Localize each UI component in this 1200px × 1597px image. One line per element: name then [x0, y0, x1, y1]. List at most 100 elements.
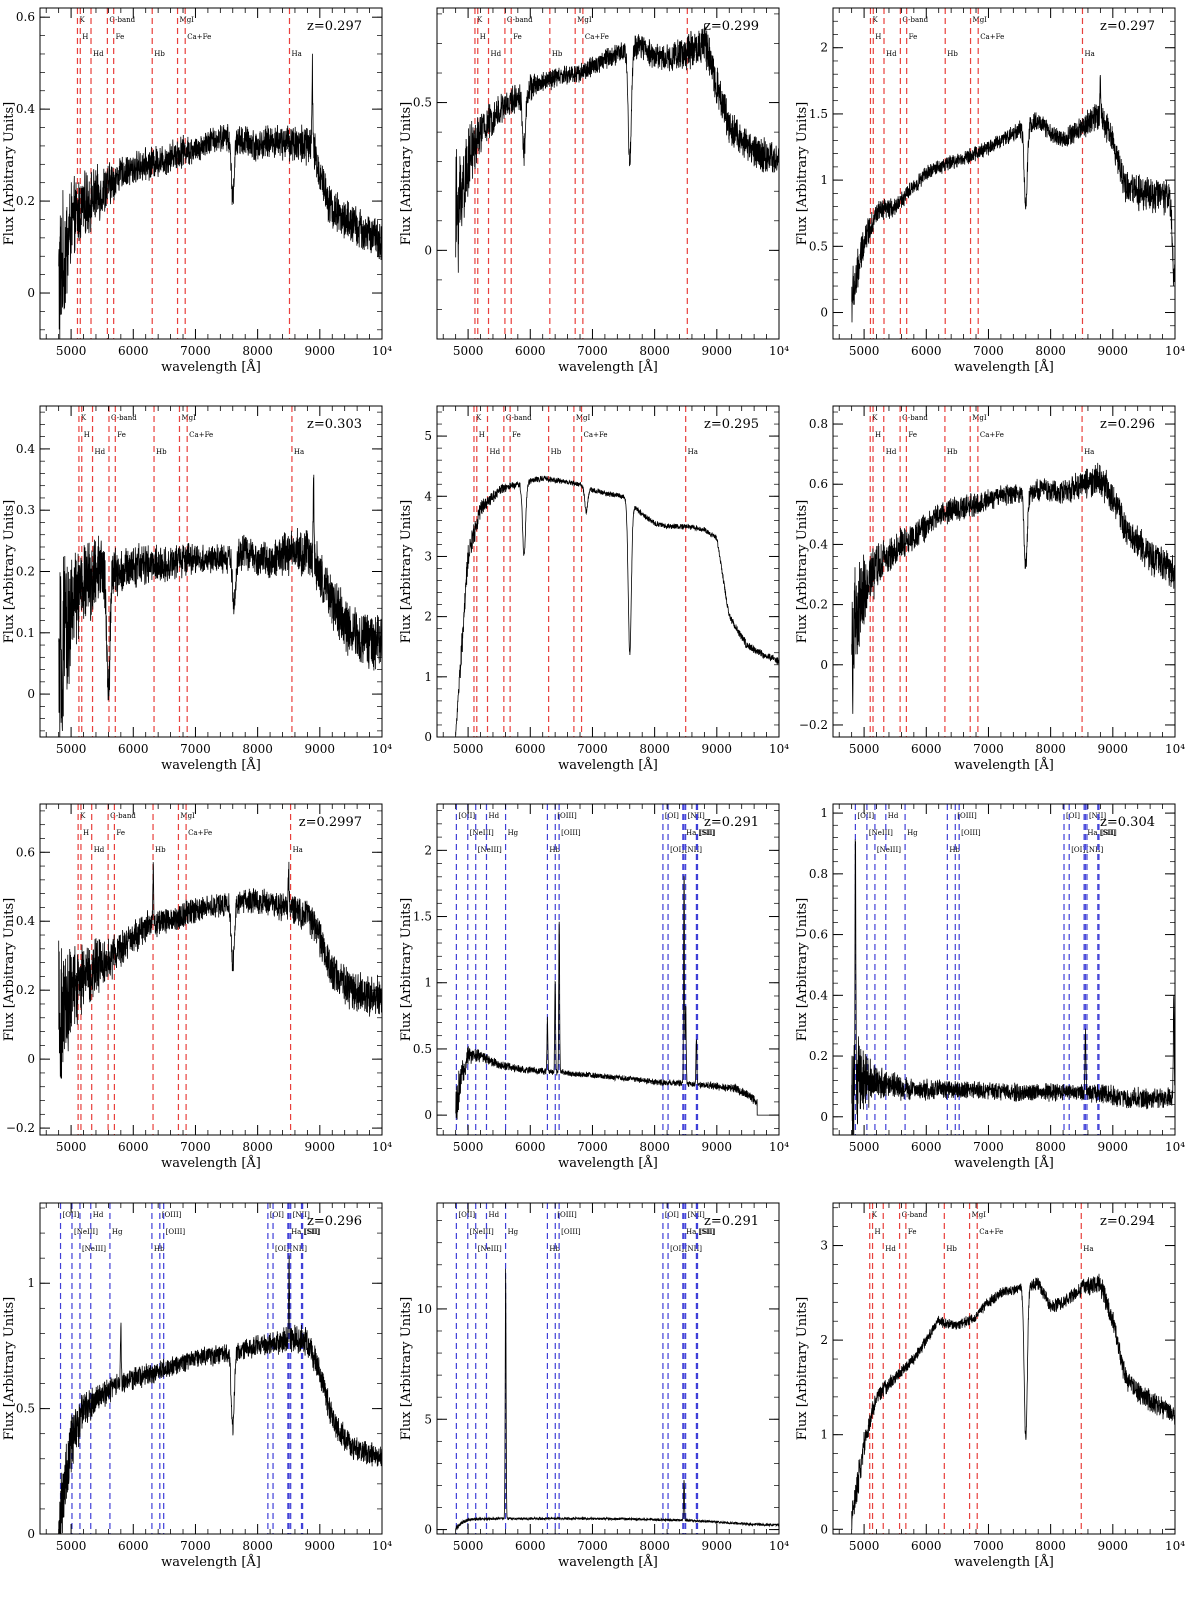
line-label: [OIII] — [957, 812, 977, 820]
y-tick-label: 1 — [820, 1428, 828, 1442]
line-label: Ca+Fe — [979, 1228, 1003, 1236]
line-label: [SII] — [303, 1228, 319, 1236]
x-axis-title: wavelength [Å] — [954, 1155, 1054, 1171]
line-label: Hb — [156, 448, 167, 456]
line-label: Hb — [946, 1245, 957, 1253]
x-tick-label: 6000 — [515, 1140, 546, 1154]
y-tick-label: 2 — [820, 1333, 828, 1347]
y-tick-label: 1 — [27, 1276, 35, 1290]
x-tick-label: 5000 — [56, 1539, 87, 1553]
x-tick-label: 7000 — [973, 344, 1004, 358]
line-label: Hg — [112, 1228, 123, 1236]
spectrum-panel: K H Hd G-band Fe Hb MgI Ca+Fe Ha 5000 6000 7000 8000… — [795, 405, 1185, 773]
x-tick-label: 8000 — [639, 1539, 670, 1553]
redshift-label: z=0.297 — [307, 19, 362, 34]
line-label: H — [875, 431, 881, 439]
spectrum-panel: K H Hd G-band Fe Hb MgI Ca+Fe Ha 5000 6000 7000 8000… — [795, 1202, 1185, 1570]
line-label: Hd — [95, 448, 106, 456]
x-tick-label: 6000 — [515, 344, 546, 358]
line-label: Ha — [294, 448, 304, 456]
y-tick-label: −0.2 — [799, 718, 828, 732]
y-tick-label: 0 — [820, 1522, 828, 1536]
plot-frame — [832, 7, 1176, 340]
line-label: Fe — [908, 1228, 917, 1236]
line-label: [OI] — [1071, 846, 1085, 854]
x-tick-label: 9000 — [305, 742, 336, 756]
line-label: K — [872, 414, 878, 422]
y-tick-label: 0.5 — [413, 1042, 432, 1056]
x-tick-label: 10⁴ — [1165, 1140, 1185, 1154]
line-label: [SII] — [1101, 829, 1117, 837]
line-label: H — [84, 431, 90, 439]
line-label: G-band — [111, 414, 137, 422]
plot-frame — [832, 803, 1176, 1136]
y-tick-label: 0.4 — [809, 988, 828, 1002]
y-tick-label: 0.1 — [16, 626, 35, 640]
y-tick-label: 5 — [424, 429, 432, 443]
x-tick-label: 8000 — [242, 344, 273, 358]
line-label: Hd — [885, 1245, 896, 1253]
line-label: Ha — [686, 829, 696, 837]
line-label: MgI — [576, 414, 591, 422]
spectrum-panel: K H Hd G-band Fe Hb MgI Ca+Fe Ha 5000 6000 7000 8000… — [2, 803, 392, 1171]
y-tick-label: 0.2 — [16, 983, 35, 997]
plot-frame — [436, 405, 780, 738]
y-tick-label: 1.5 — [809, 107, 828, 121]
spectrum-panel: [OII][NeIII][NeIII]HdHgHb[OIII][OIII][OI… — [399, 1202, 789, 1570]
redshift-label: z=0.291 — [704, 1214, 759, 1229]
line-label: [OI] — [665, 812, 679, 820]
y-tick-label: 1 — [424, 670, 432, 684]
x-tick-label: 7000 — [973, 1539, 1004, 1553]
line-label: [OI] — [670, 1245, 684, 1253]
redshift-label: z=0.294 — [1100, 1214, 1155, 1229]
x-tick-label: 10⁴ — [1165, 742, 1185, 756]
x-tick-label: 9000 — [702, 1539, 733, 1553]
line-label: Hd — [491, 50, 502, 58]
x-tick-label: 6000 — [118, 344, 149, 358]
redshift-label: z=0.304 — [1100, 815, 1155, 830]
y-tick-label: 0.4 — [16, 914, 35, 928]
line-label: H — [480, 33, 486, 41]
spectrum-panel: K H Hd G-band Fe Hb MgI Ca+Fe Ha 5000 6000 7000 8000… — [795, 7, 1185, 375]
line-label: MgI — [181, 414, 196, 422]
line-label: [OIII] — [961, 829, 981, 837]
line-label: [NeIII] — [869, 829, 893, 837]
line-label: Hb — [155, 846, 166, 854]
y-tick-label: 2 — [820, 41, 828, 55]
y-tick-label: 3 — [424, 549, 432, 563]
x-tick-label: 10⁴ — [372, 1539, 392, 1553]
spectrum-line — [58, 861, 382, 1079]
line-label: Ca+Fe — [980, 33, 1004, 41]
line-label: Hd — [886, 448, 897, 456]
line-label: K — [476, 414, 482, 422]
x-tick-label: 5000 — [453, 1140, 484, 1154]
line-label: [SII] — [700, 1228, 716, 1236]
x-axis-title: wavelength [Å] — [954, 359, 1054, 375]
line-label: [NeIII] — [478, 846, 502, 854]
line-label: [OII] — [458, 1211, 475, 1219]
spectrum-panel: [OII][NeIII][NeIII]HdHgHb[OIII][OIII][OI… — [399, 803, 789, 1171]
line-label: [OII] — [857, 812, 874, 820]
x-tick-label: 7000 — [973, 1140, 1004, 1154]
line-label: Hd — [94, 846, 105, 854]
y-tick-label: 5 — [424, 1412, 432, 1426]
line-label: [SII] — [698, 1228, 714, 1236]
y-tick-label: 0.6 — [809, 928, 828, 942]
redshift-label: z=0.296 — [307, 1214, 362, 1229]
line-label: Hg — [508, 829, 519, 837]
line-label: [OIII] — [162, 1211, 182, 1219]
line-label: Fe — [116, 829, 125, 837]
x-tick-label: 6000 — [118, 1539, 149, 1553]
line-label: [SII] — [1100, 829, 1116, 837]
line-label: G-band — [506, 414, 532, 422]
line-label: Ca+Fe — [980, 431, 1004, 439]
spectrum-line — [851, 839, 1175, 1135]
x-tick-label: 6000 — [911, 742, 942, 756]
y-tick-label: 0 — [27, 1527, 35, 1541]
line-label: K — [872, 16, 878, 24]
line-label: G-band — [902, 16, 928, 24]
x-tick-label: 9000 — [305, 344, 336, 358]
spectrum-panel: K H Hd G-band Fe Hb MgI Ca+Fe Ha 5000 6000 7000 8000… — [399, 405, 789, 773]
x-tick-label: 6000 — [911, 1140, 942, 1154]
line-label: [OI] — [1066, 812, 1080, 820]
